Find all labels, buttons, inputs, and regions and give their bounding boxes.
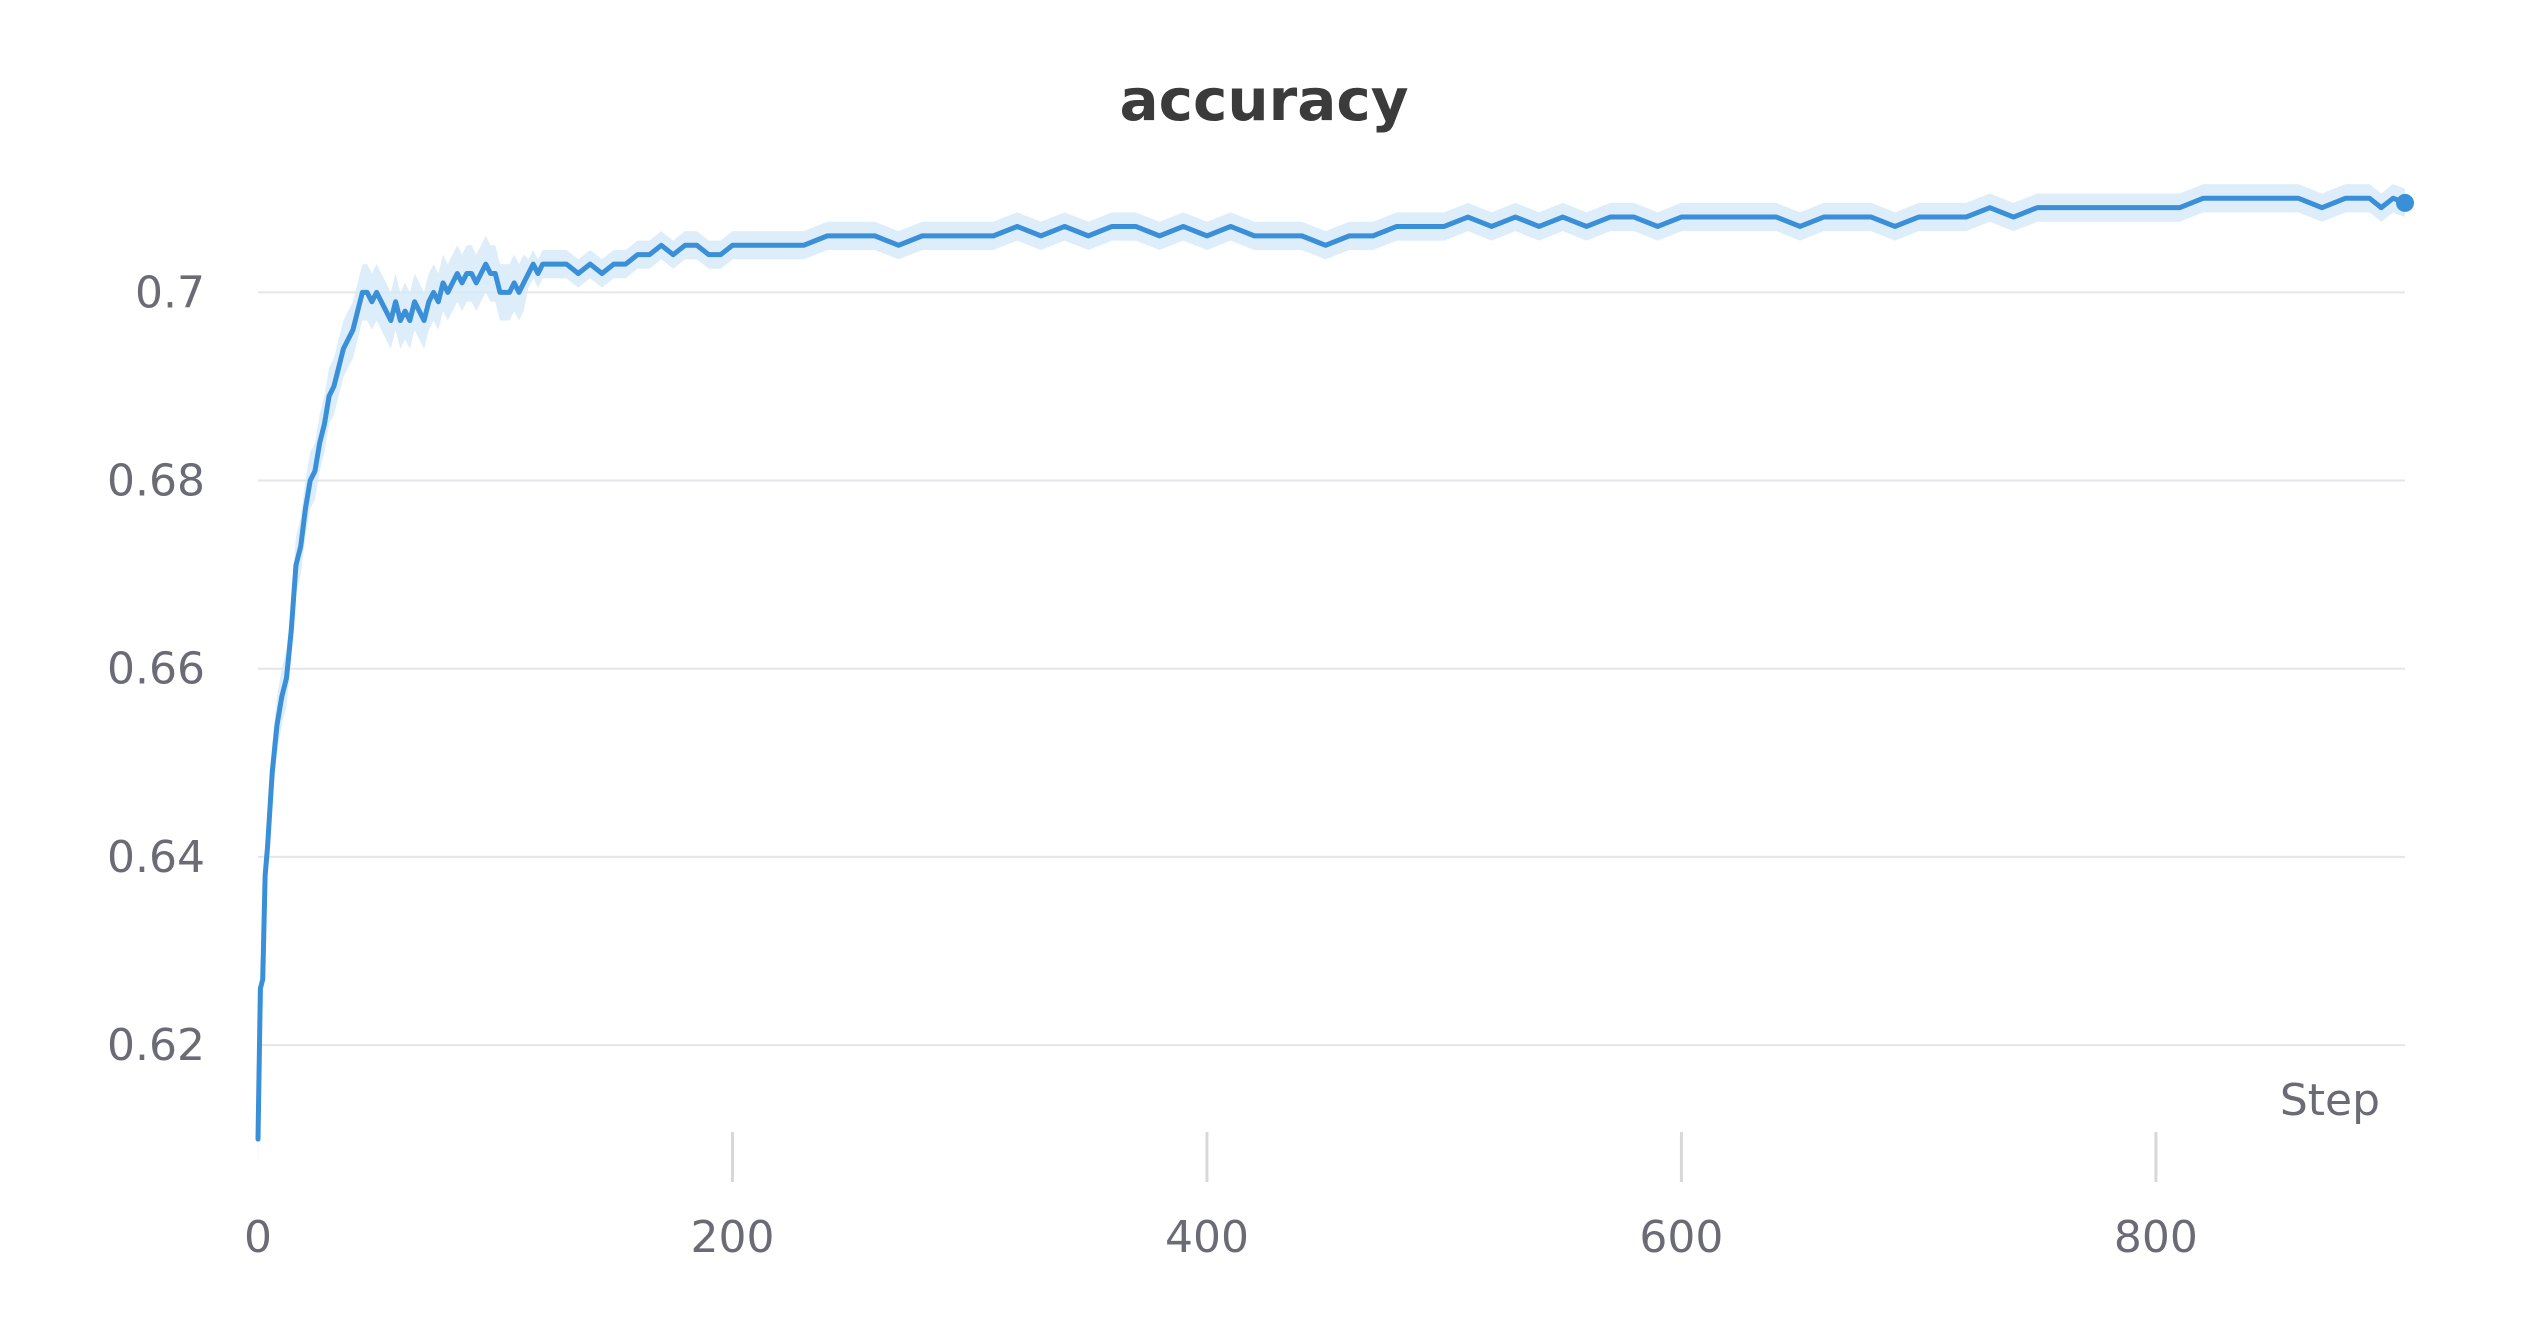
y-tick-label: 0.7 bbox=[135, 267, 205, 318]
x-tick-label: 0 bbox=[244, 1212, 272, 1263]
x-axis-title: Step bbox=[2280, 1075, 2380, 1126]
y-tick-label: 0.62 bbox=[107, 1020, 205, 1071]
x-axis: 0 200 400 600 800 bbox=[244, 1132, 2198, 1263]
last-point-marker[interactable] bbox=[2396, 193, 2414, 212]
x-tick-label: 800 bbox=[2114, 1212, 2198, 1263]
series-variance-band bbox=[258, 184, 2405, 1168]
x-tick-label: 400 bbox=[1165, 1212, 1249, 1263]
chart-title: accuracy bbox=[1119, 66, 1408, 134]
y-tick-label: 0.68 bbox=[107, 456, 205, 507]
x-tick-label: 600 bbox=[1639, 1212, 1723, 1263]
y-tick-label: 0.66 bbox=[107, 644, 205, 695]
x-tick-label: 200 bbox=[690, 1212, 774, 1263]
series-line bbox=[255, 195, 2408, 1142]
series-layer bbox=[255, 184, 2414, 1168]
y-tick-label: 0.64 bbox=[107, 832, 205, 883]
y-axis: 0.62 0.64 0.66 0.68 0.7 bbox=[107, 267, 205, 1071]
grid-lines bbox=[258, 291, 2405, 1047]
